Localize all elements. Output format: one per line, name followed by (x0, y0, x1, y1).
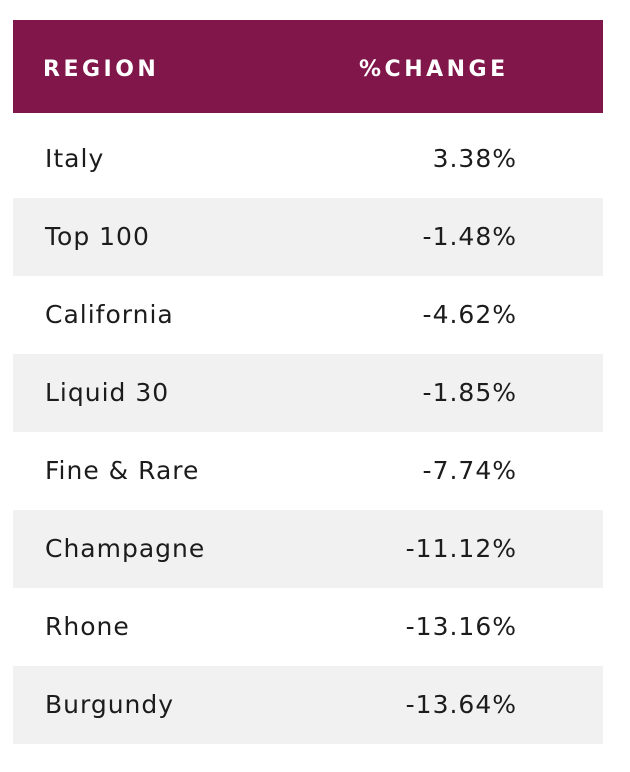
change-cell: -13.16% (405, 612, 517, 641)
table-row: Fine & Rare -7.74% (13, 432, 603, 510)
table-row: Top 100 -1.48% (13, 198, 603, 276)
change-cell: -4.62% (422, 300, 517, 329)
change-cell: -1.48% (422, 222, 517, 251)
change-cell: -1.85% (422, 378, 517, 407)
header-gap (13, 113, 603, 120)
table-row: Italy 3.38% (13, 120, 603, 198)
region-change-table: REGION %CHANGE Italy 3.38% Top 100 -1.48… (13, 20, 603, 744)
table-row: Rhone -13.16% (13, 588, 603, 666)
change-cell: 3.38% (432, 144, 517, 173)
table-row: Liquid 30 -1.85% (13, 354, 603, 432)
change-cell: -11.12% (405, 534, 517, 563)
region-cell: Italy (45, 144, 105, 173)
region-cell: Liquid 30 (45, 378, 170, 407)
region-cell: Fine & Rare (45, 456, 200, 485)
table-row: Burgundy -13.64% (13, 666, 603, 744)
change-cell: -13.64% (405, 690, 517, 719)
table-row: Champagne -11.12% (13, 510, 603, 588)
table-row: California -4.62% (13, 276, 603, 354)
region-cell: California (45, 300, 174, 329)
table-header: REGION %CHANGE (13, 20, 603, 113)
region-cell: Top 100 (45, 222, 150, 251)
column-header-change: %CHANGE (359, 57, 509, 82)
region-cell: Champagne (45, 534, 206, 563)
change-cell: -7.74% (422, 456, 517, 485)
column-header-region: REGION (43, 57, 160, 82)
region-cell: Burgundy (45, 690, 175, 719)
region-cell: Rhone (45, 612, 130, 641)
